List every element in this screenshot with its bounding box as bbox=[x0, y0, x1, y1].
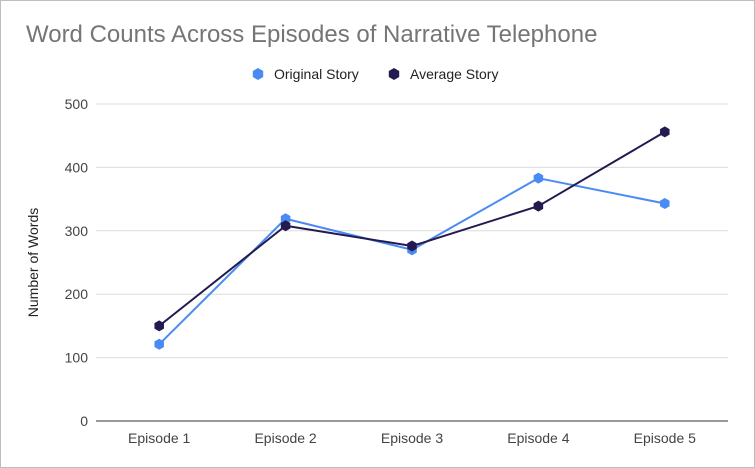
data-point bbox=[533, 172, 544, 184]
x-tick-label: Episode 4 bbox=[507, 430, 569, 446]
data-point bbox=[533, 200, 544, 212]
y-tick-label: 0 bbox=[80, 413, 88, 429]
x-tick-label: Episode 1 bbox=[128, 430, 190, 446]
data-point bbox=[280, 220, 291, 232]
y-tick-label: 100 bbox=[65, 350, 89, 366]
y-tick-label: 500 bbox=[65, 96, 89, 112]
series-line bbox=[158, 131, 666, 327]
x-tick-label: Episode 3 bbox=[381, 430, 443, 446]
y-tick-label: 400 bbox=[65, 159, 89, 175]
legend-marker bbox=[388, 68, 400, 80]
y-tick-label: 200 bbox=[65, 286, 89, 302]
x-tick-label: Episode 2 bbox=[254, 430, 316, 446]
legend-marker bbox=[252, 68, 264, 80]
data-point bbox=[154, 338, 164, 350]
data-point bbox=[407, 240, 417, 252]
legend-label: Original Story bbox=[274, 66, 359, 82]
series-line bbox=[158, 177, 665, 345]
legend-label: Average Story bbox=[410, 66, 498, 82]
data-point bbox=[280, 213, 291, 225]
data-point bbox=[660, 126, 670, 138]
data-point bbox=[660, 198, 670, 210]
y-axis-title: Number of Words bbox=[25, 208, 41, 317]
data-point bbox=[154, 320, 164, 332]
chart-title: Word Counts Across Episodes of Narrative… bbox=[26, 21, 598, 48]
y-tick-label: 300 bbox=[65, 223, 89, 239]
x-tick-label: Episode 5 bbox=[634, 430, 696, 446]
